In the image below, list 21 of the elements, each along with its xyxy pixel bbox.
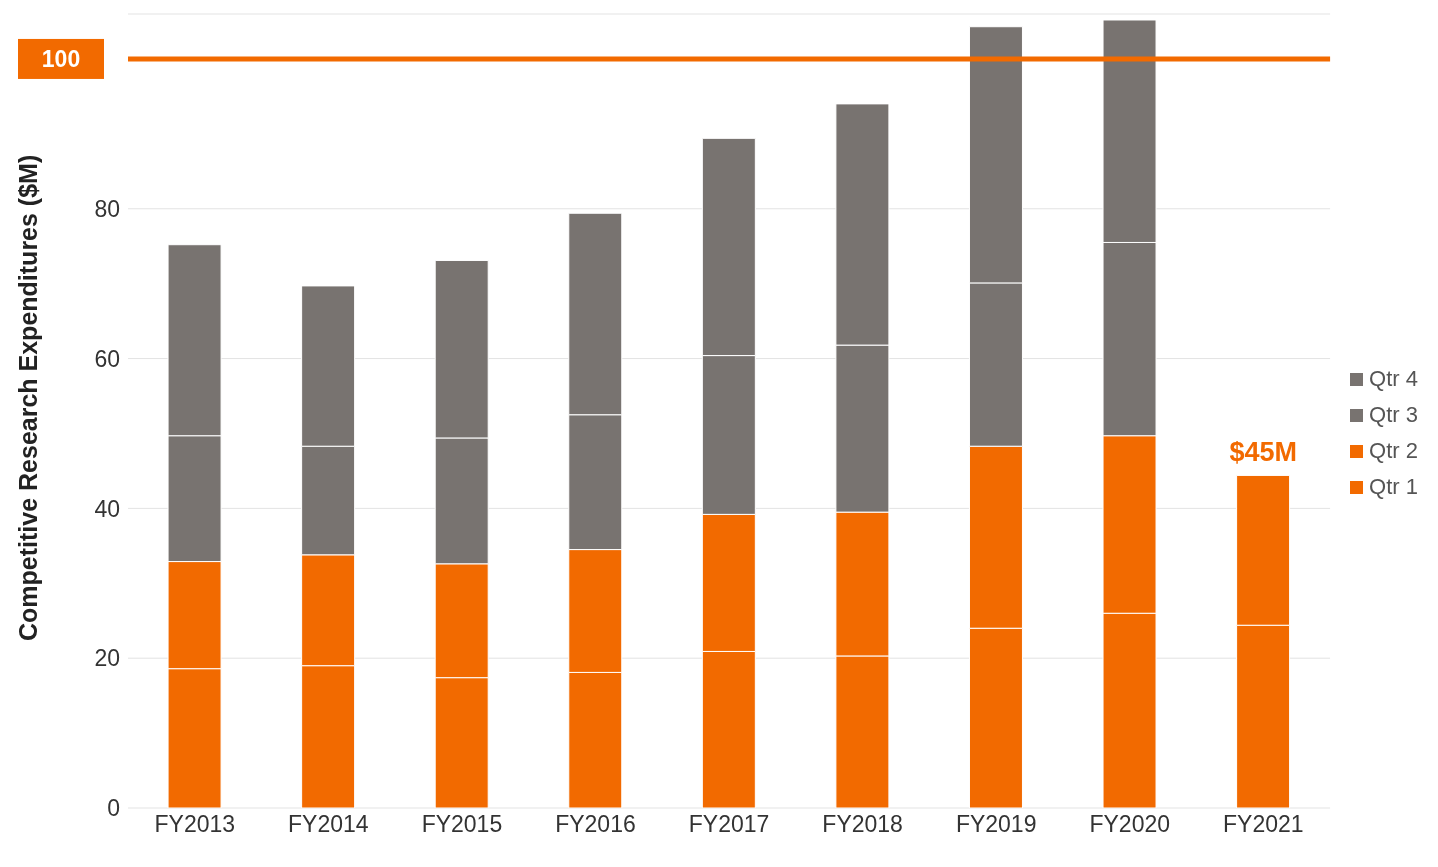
x-tick-label: FY2018	[822, 811, 903, 838]
y-tick-label: 0	[107, 795, 120, 822]
x-tick-label: FY2020	[1089, 811, 1171, 838]
annotation: $45M	[1229, 437, 1298, 468]
x-tick-label: FY2021	[1223, 811, 1304, 838]
x-tick-label: FY2013	[154, 811, 236, 838]
legend-label: Qtr 1	[1369, 474, 1418, 500]
legend-label: Qtr 2	[1369, 438, 1418, 464]
x-tick-label: FY2014	[288, 811, 369, 838]
legend-label: Qtr 3	[1369, 402, 1418, 428]
y-tick-label: 20	[94, 645, 120, 672]
x-tick-label: FY2019	[955, 811, 1037, 838]
x-tick-label: FY2017	[688, 811, 770, 838]
legend-label: Qtr 4	[1369, 366, 1418, 392]
x-tick-label: FY2016	[555, 811, 636, 838]
x-tick-label: FY2015	[421, 811, 503, 838]
y-axis-title: Competitive Research Expenditures ($M)	[13, 154, 42, 641]
ref-line-label: 100	[41, 45, 81, 72]
y-tick-label: 40	[94, 495, 120, 522]
y-tick-label: 80	[94, 195, 120, 222]
y-tick-label: 60	[94, 345, 120, 372]
